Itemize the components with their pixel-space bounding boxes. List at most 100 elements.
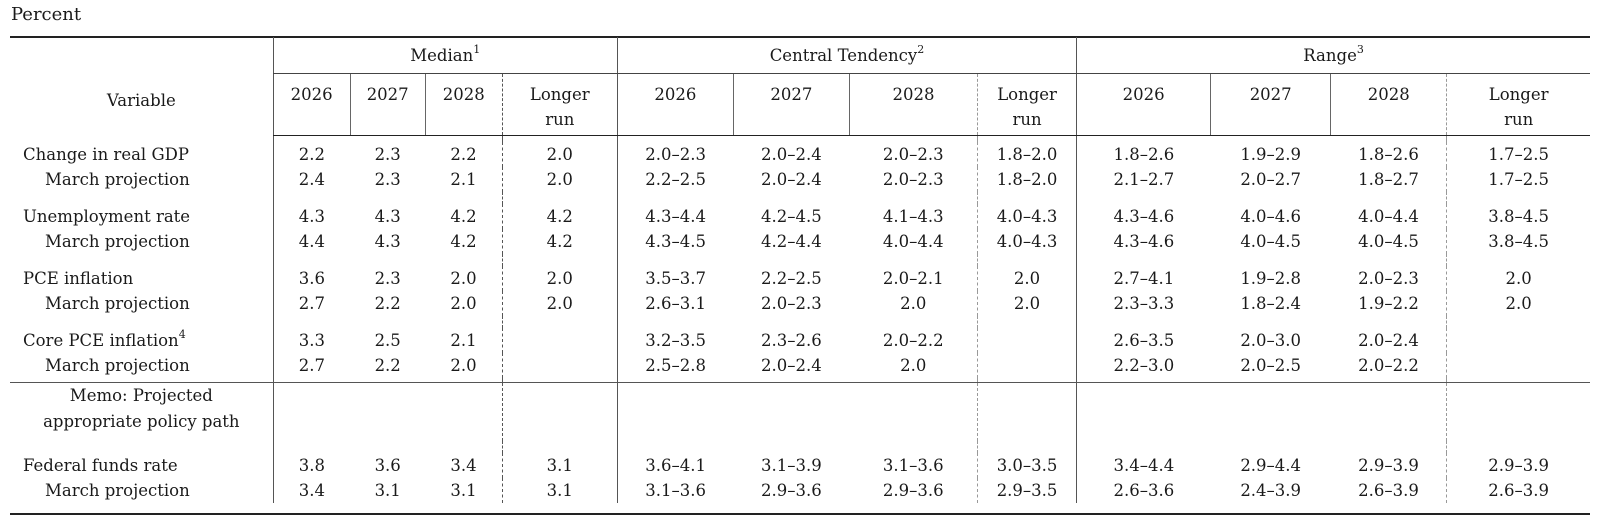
real-gdp-value-cell: 1.9–2.9 [1240, 145, 1302, 164]
ct-longer-run: Longer run [977, 73, 1077, 136]
variable-header-text: Variable [106, 90, 176, 110]
real-gdp-march-value-cell: 2.1–2.7 [1076, 167, 1211, 192]
unemployment-value-cell: 4.3–4.4 [616, 204, 734, 229]
unemployment-march-value-cell: 4.3–4.6 [1076, 229, 1211, 254]
federal-funds-rate-march-value-cell: 3.1 [450, 481, 477, 500]
federal-funds-rate-value-cell: 2.9–3.9 [1358, 456, 1419, 475]
pce-inflation-value-cell: 2.0 [501, 266, 618, 291]
core-pce-inflation-march-row: March projection 2.7 2.2 2.0 2.5–2.8 2.0–2.4 2… [10, 353, 1590, 378]
spacer-row [10, 441, 1590, 453]
memo-empty-cell [350, 382, 426, 441]
pce-inflation-value-cell: 2.0 [977, 266, 1077, 291]
central-tendency-group-header: Central Tendency2 [616, 37, 1077, 74]
federal-funds-rate-value-cell: 3.1–3.9 [761, 456, 822, 475]
real-gdp-march-value-cell: 1.7–2.5 [1446, 167, 1590, 192]
core-pce-inflation-march-value-cell: 2.0–2.4 [761, 356, 822, 375]
real-gdp-march-value-cell: 1.8–2.7 [1358, 170, 1419, 189]
median-year-2028: 2028 [424, 73, 503, 136]
pce-inflation-value-cell: 3.5–3.7 [616, 266, 734, 291]
median-longer-run-line1: Longer [529, 85, 590, 104]
federal-funds-rate-march-label: March projection [10, 478, 273, 503]
memo-label-line1: Memo: Projected [69, 386, 213, 405]
spacer-cell [350, 254, 425, 266]
real-gdp-march-value-cell: 2.4 [272, 167, 351, 192]
central-tendency-label: Central Tendency [769, 45, 918, 65]
pce-inflation-march-value-cell: 2.0 [977, 291, 1077, 316]
core-pce-inflation-row: Core PCE inflation4 3.3 2.5 2.1 3.2–3.5 2.3–2… [10, 328, 1590, 353]
federal-funds-rate-march-value-cell: 3.1–3.6 [616, 478, 734, 503]
spacer-cell [272, 192, 351, 204]
pce-inflation-value-cell: 2.0–2.1 [882, 269, 944, 288]
spacer-cell [1076, 441, 1211, 453]
real-gdp-value-cell: 1.8–2.6 [1076, 142, 1211, 167]
unemployment-label: Unemployment rate [10, 204, 273, 229]
core-pce-inflation-march-value-cell [977, 353, 1077, 378]
unemployment-row: Unemployment rate 4.3 4.3 4.2 4.2 4.3–4.4 4.2–… [10, 204, 1590, 229]
pce-inflation-march-value-cell: 2.6–3.1 [616, 291, 734, 316]
pce-inflation-march-value-cell: 2.0 [450, 294, 477, 313]
spacer-cell [977, 316, 1077, 328]
core-pce-inflation-value-cell: 2.5 [374, 331, 401, 350]
range-label: Range [1303, 45, 1357, 65]
spacer-cell [849, 192, 977, 204]
median-label: Median [410, 45, 474, 65]
real-gdp-march-label: March projection [10, 167, 273, 192]
federal-funds-rate-value-cell: 2.9–3.9 [1446, 453, 1590, 478]
spacer-cell [10, 254, 273, 266]
range-footnote: 3 [1356, 42, 1364, 56]
core-pce-inflation-march-value-cell: 2.2 [374, 356, 401, 375]
pce-inflation-march-value-cell: 2.2 [374, 294, 401, 313]
spacer-cell [501, 441, 618, 453]
unemployment-value-cell: 4.0–4.6 [1240, 207, 1302, 226]
spacer-cell [977, 254, 1077, 266]
memo-empty-cell [272, 382, 351, 441]
unemployment-value-cell: 4.3 [272, 204, 351, 229]
federal-funds-rate-march-value-cell: 2.6–3.9 [1446, 478, 1590, 503]
core-pce-inflation-value-cell: 2.1 [450, 331, 477, 350]
memo-empty-cell [1330, 382, 1447, 441]
spacer-cell [501, 378, 618, 383]
unemployment-value-cell: 4.2 [501, 204, 618, 229]
variable-header: Variable [10, 37, 273, 136]
spacer-cell [10, 441, 273, 453]
unemployment-value-cell: 4.2–4.5 [761, 207, 822, 226]
core-pce-inflation-label-text: Core PCE inflation [23, 331, 179, 350]
ct-longer-run-line2: run [1012, 110, 1042, 129]
spacer-cell [1331, 316, 1447, 328]
pce-inflation-march-value-cell: 2.3–3.3 [1076, 291, 1211, 316]
median-year-2026: 2026 [272, 73, 351, 136]
core-pce-inflation-march-value-cell: 2.0 [900, 356, 927, 375]
federal-funds-rate-march-value-cell: 2.9–3.5 [977, 478, 1077, 503]
pce-inflation-value-cell: 2.3 [374, 269, 401, 288]
spacer-cell [350, 192, 425, 204]
core-pce-inflation-label: Core PCE inflation4 [10, 328, 273, 353]
memo-empty-cell [1210, 382, 1331, 441]
core-pce-inflation-march-value-cell: 2.0–2.5 [1240, 356, 1302, 375]
unemployment-march-value-cell: 4.4 [272, 229, 351, 254]
real-gdp-value-cell: 2.3 [374, 145, 401, 164]
real-gdp-value-cell: 1.7–2.5 [1446, 142, 1590, 167]
real-gdp-row: Change in real GDP 2.2 2.3 2.2 2.0 2.0–2.3 2.0… [10, 142, 1590, 167]
pce-inflation-label: PCE inflation [10, 266, 273, 291]
core-pce-inflation-march-value-cell: 2.7 [272, 353, 351, 378]
pce-inflation-march-value-cell: 1.9–2.2 [1358, 294, 1419, 313]
real-gdp-value-cell: 2.0–2.3 [882, 145, 944, 164]
core-pce-inflation-march-value-cell: 2.0–2.2 [1358, 356, 1419, 375]
median-footnote: 1 [473, 42, 481, 56]
unemployment-value-cell: 4.1–4.3 [882, 207, 944, 226]
federal-funds-rate-value-cell: 3.4–4.4 [1076, 453, 1211, 478]
real-gdp-march-value-cell: 2.2–2.5 [616, 167, 734, 192]
real-gdp-value-cell: 1.8–2.0 [977, 142, 1077, 167]
unemployment-march-value-cell: 4.3 [374, 232, 401, 251]
unemployment-march-value-cell: 4.2 [501, 229, 618, 254]
real-gdp-label: Change in real GDP [10, 142, 273, 167]
median-group-header: Median1 [272, 37, 618, 74]
range-year-2026: 2026 [1076, 73, 1211, 136]
unemployment-march-value-cell: 4.0–4.5 [1358, 232, 1419, 251]
unemployment-value-cell: 3.8–4.5 [1446, 204, 1590, 229]
federal-funds-rate-value-cell: 3.6 [374, 456, 401, 475]
range-group-header: Range3 [1076, 37, 1590, 74]
core-pce-inflation-march-value-cell: 2.0 [450, 356, 477, 375]
federal-funds-rate-march-value-cell: 3.1 [501, 478, 618, 503]
spacer-cell [616, 135, 734, 142]
